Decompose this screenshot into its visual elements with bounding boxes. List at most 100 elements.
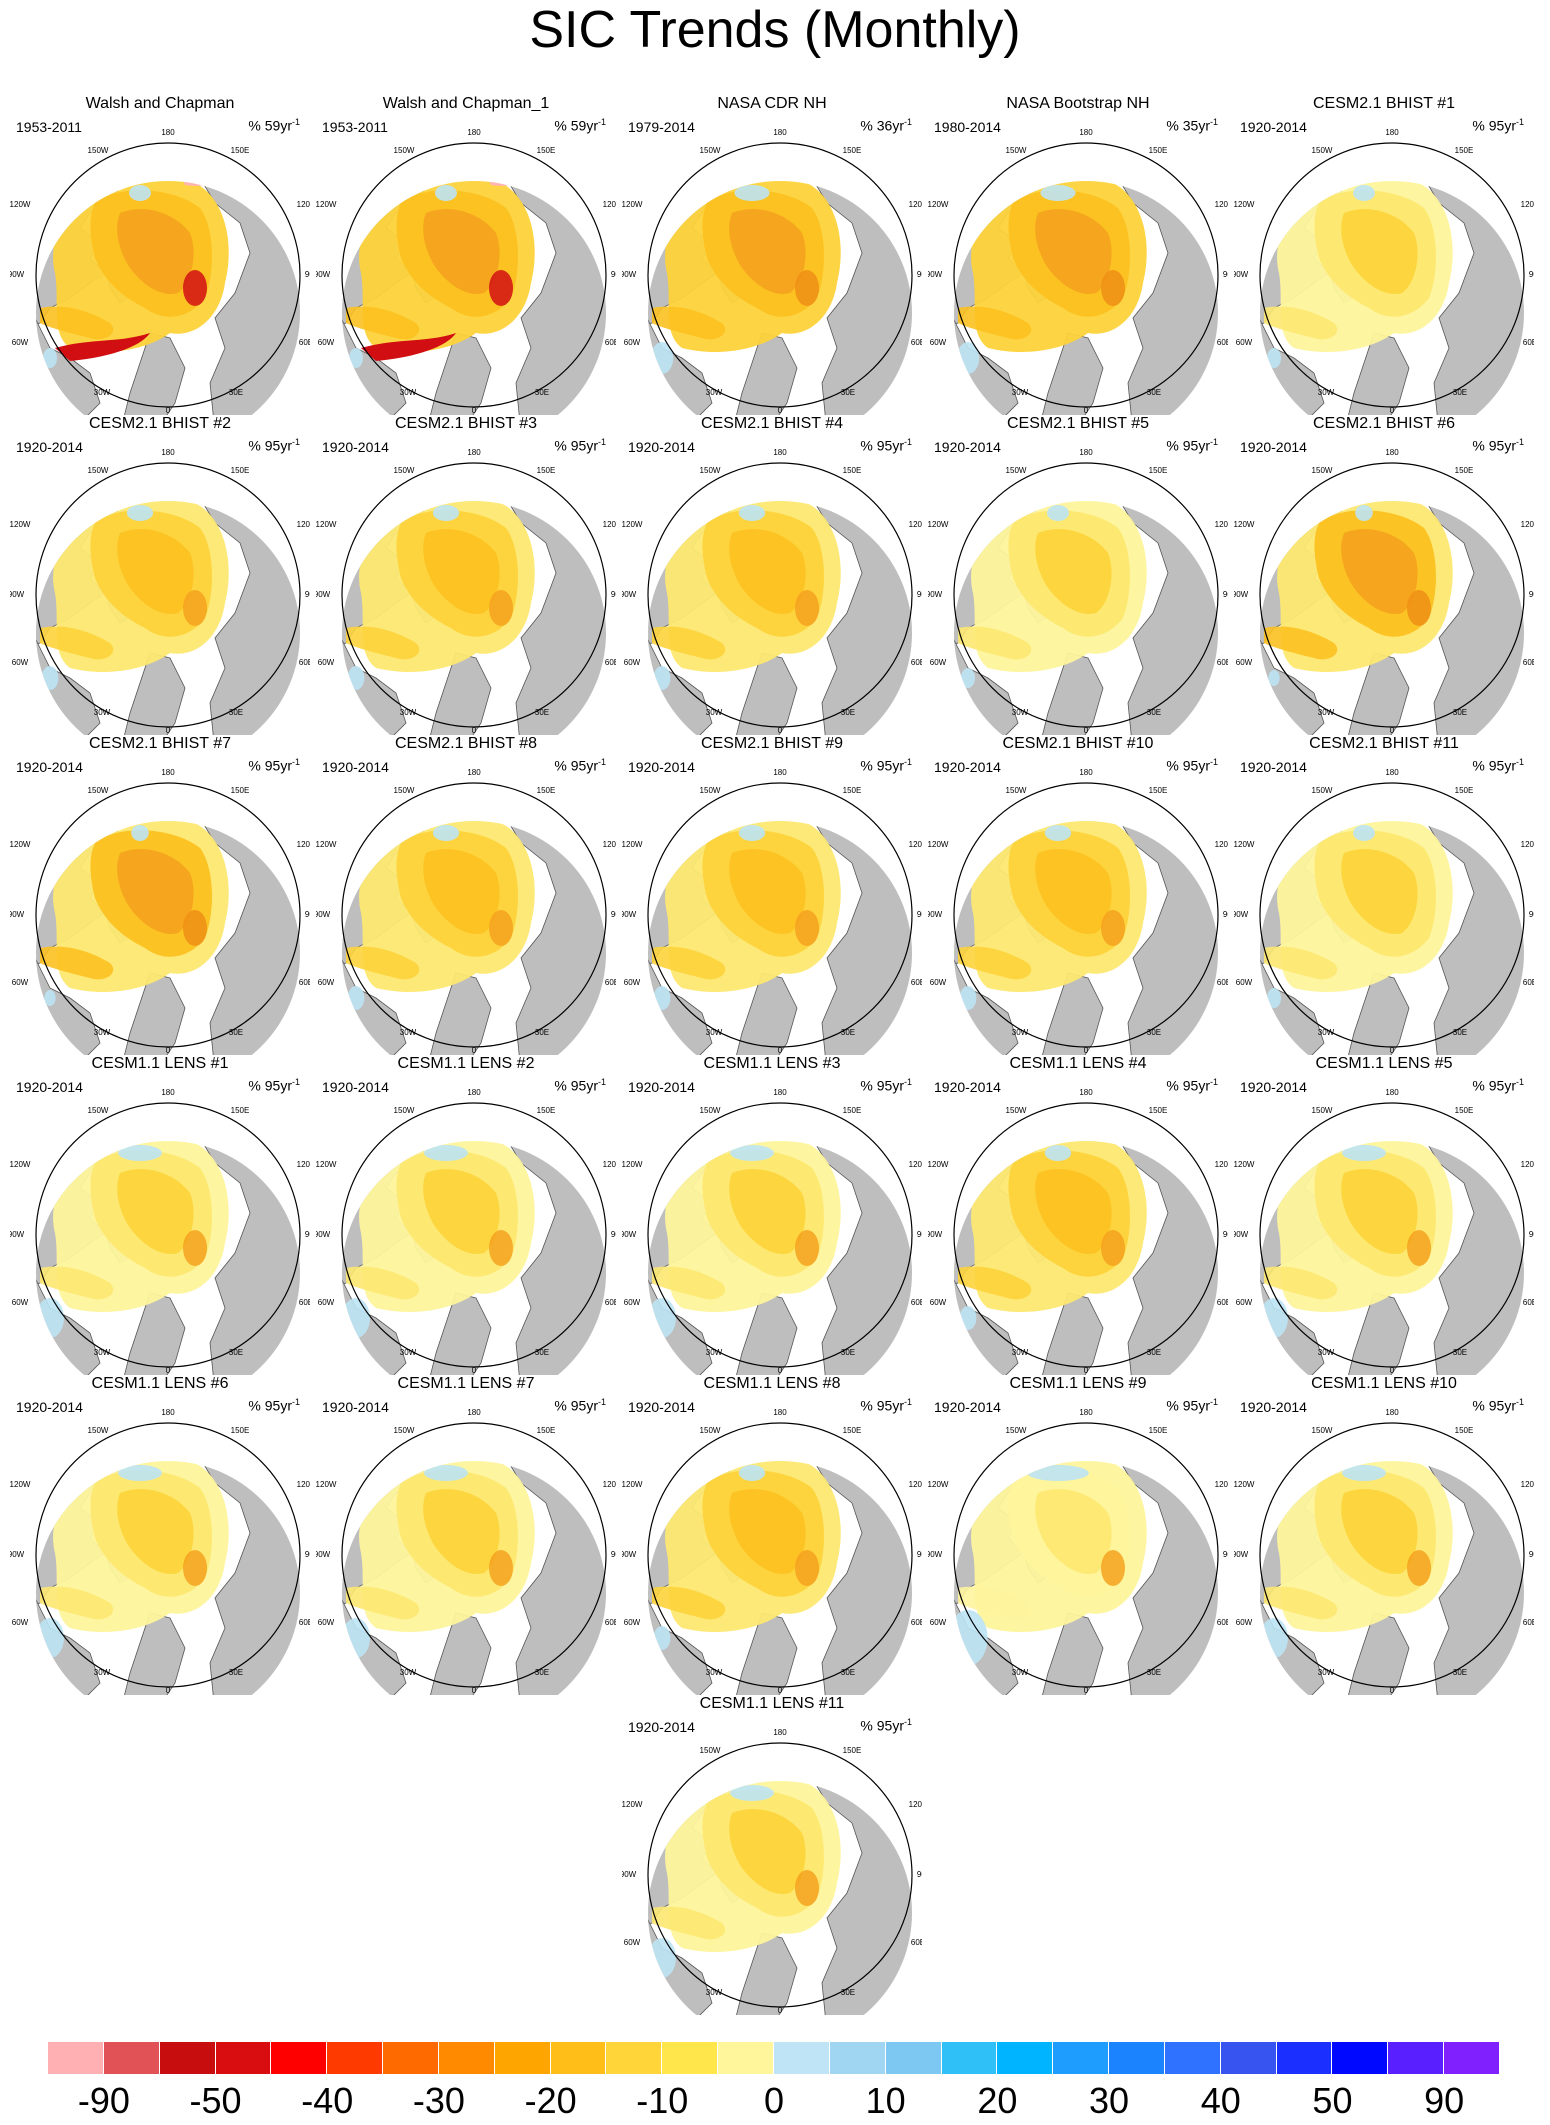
lon-label: 30E bbox=[229, 1668, 243, 1677]
panel-period: 1920-2014 bbox=[628, 1719, 695, 1735]
panel-period: 1920-2014 bbox=[16, 439, 83, 455]
lon-label: 180 bbox=[1079, 1088, 1093, 1097]
lon-label: 0 bbox=[778, 1366, 783, 1375]
map-panel: 180 150W 150E 120W 120E 90W 90E 60W 60E 30W 30E 0 CE… bbox=[316, 415, 616, 735]
lon-label: 90W bbox=[622, 590, 637, 599]
panel-period: 1920-2014 bbox=[16, 1079, 83, 1095]
lon-label: 30E bbox=[841, 1028, 855, 1037]
colorbar-box bbox=[1053, 2042, 1110, 2074]
panel-period: 1953-2011 bbox=[322, 119, 388, 135]
lon-label: 0 bbox=[1084, 726, 1089, 735]
lon-label: 30W bbox=[94, 388, 111, 397]
lon-label: 60E bbox=[911, 978, 922, 987]
panel-period: 1920-2014 bbox=[628, 759, 695, 775]
lon-label: 30W bbox=[400, 1028, 417, 1037]
lon-label: 30W bbox=[1012, 708, 1029, 717]
lon-label: 150E bbox=[537, 146, 556, 155]
lon-label: 90E bbox=[917, 590, 922, 599]
lon-label: 90E bbox=[917, 270, 922, 279]
lon-label: 90W bbox=[10, 910, 25, 919]
lon-label: 150W bbox=[1312, 1426, 1333, 1435]
lon-label: 120E bbox=[297, 1160, 310, 1169]
colorbar-tick-label: 20 bbox=[977, 2080, 1018, 2121]
lon-label: 30E bbox=[535, 708, 549, 717]
panel-title: NASA CDR NH bbox=[717, 95, 827, 112]
panel-period: 1920-2014 bbox=[322, 1399, 389, 1415]
lon-label: 30E bbox=[1147, 1028, 1161, 1037]
lon-label: 180 bbox=[1385, 1408, 1399, 1417]
lon-label: 150W bbox=[88, 146, 109, 155]
lon-label: 30E bbox=[229, 1028, 243, 1037]
lon-label: 120W bbox=[928, 840, 949, 849]
lon-label: 30W bbox=[94, 1348, 111, 1357]
lon-label: 60W bbox=[930, 1298, 947, 1307]
lon-label: 120E bbox=[1521, 1160, 1534, 1169]
lon-label: 60W bbox=[624, 978, 641, 987]
lon-label: 120E bbox=[1521, 840, 1534, 849]
lon-label: 90E bbox=[1223, 590, 1228, 599]
panel-rate: % 95yr-1 bbox=[1472, 757, 1524, 774]
lon-label: 120E bbox=[1215, 1160, 1228, 1169]
lon-label: 30E bbox=[841, 1988, 855, 1997]
colorbar-tick-label: -40 bbox=[301, 2080, 354, 2121]
lon-label: 150E bbox=[231, 1426, 250, 1435]
colorbar-box bbox=[941, 2042, 998, 2074]
lon-label: 30E bbox=[229, 708, 243, 717]
lon-label: 90W bbox=[10, 1550, 25, 1559]
panel-period: 1980-2014 bbox=[934, 119, 1001, 135]
lon-label: 150E bbox=[1149, 146, 1168, 155]
lon-label: 150W bbox=[88, 1106, 109, 1115]
lon-label: 120E bbox=[603, 1160, 616, 1169]
polar-map: 180 150W 150E 120W 120E 90W 90E 60W 60E 30W 30E 0 bbox=[928, 448, 1228, 735]
colorbar-box bbox=[1164, 2042, 1221, 2074]
panel-rate: % 95yr-1 bbox=[860, 757, 912, 774]
lon-label: 30E bbox=[1453, 388, 1467, 397]
lon-label: 120W bbox=[10, 520, 31, 529]
lon-label: 60E bbox=[1217, 978, 1228, 987]
panel-rate: % 95yr-1 bbox=[1166, 757, 1218, 774]
panel-rate: % 95yr-1 bbox=[1166, 1397, 1218, 1414]
lon-label: 0 bbox=[1390, 726, 1395, 735]
colorbar-box bbox=[215, 2042, 272, 2074]
polar-map: 180 150W 150E 120W 120E 90W 90E 60W 60E 30W 30E 0 bbox=[622, 128, 922, 415]
map-panel: 180 150W 150E 120W 120E 90W 90E 60W 60E 30W 30E 0 CE… bbox=[622, 1695, 922, 2015]
map-panel: 180 150W 150E 120W 120E 90W 90E 60W 60E 30W 30E 0 CE… bbox=[10, 1055, 310, 1375]
lon-label: 120E bbox=[297, 840, 310, 849]
lon-label: 60W bbox=[1236, 978, 1253, 987]
lon-label: 180 bbox=[161, 768, 175, 777]
lon-label: 180 bbox=[467, 1088, 481, 1097]
lon-label: 180 bbox=[161, 448, 175, 457]
lon-label: 60E bbox=[1523, 1618, 1534, 1627]
lon-label: 30E bbox=[1147, 1348, 1161, 1357]
lon-label: 30E bbox=[229, 388, 243, 397]
lon-label: 150E bbox=[1149, 1106, 1168, 1115]
panel-period: 1920-2014 bbox=[934, 1079, 1001, 1095]
lon-label: 150W bbox=[1312, 1106, 1333, 1115]
lon-label: 90E bbox=[305, 270, 310, 279]
lon-label: 90E bbox=[1223, 1550, 1228, 1559]
lon-label: 30E bbox=[535, 1348, 549, 1357]
panel-rate: % 35yr-1 bbox=[1166, 117, 1218, 134]
lon-label: 120W bbox=[622, 520, 643, 529]
colorbar-box bbox=[103, 2042, 160, 2074]
lon-label: 150W bbox=[394, 786, 415, 795]
lon-label: 60W bbox=[318, 1618, 335, 1627]
lon-label: 150E bbox=[231, 466, 250, 475]
lon-label: 120E bbox=[909, 1800, 922, 1809]
lon-label: 150E bbox=[843, 146, 862, 155]
lon-label: 60W bbox=[12, 978, 29, 987]
polar-map: 180 150W 150E 120W 120E 90W 90E 60W 60E 30W 30E 0 bbox=[1234, 1408, 1534, 1695]
lon-label: 90E bbox=[611, 270, 616, 279]
lon-label: 60W bbox=[12, 1298, 29, 1307]
lon-label: 150W bbox=[394, 466, 415, 475]
map-panel: 180 150W 150E 120W 120E 90W 90E 60W 60E 30W 30E 0 CE… bbox=[622, 1375, 922, 1695]
colorbar-tick-label: 30 bbox=[1089, 2080, 1130, 2121]
panel-period: 1920-2014 bbox=[628, 1399, 695, 1415]
map-panel: 180 150W 150E 120W 120E 90W 90E 60W 60E 30W 30E 0 NA… bbox=[622, 95, 922, 415]
colorbar-tick-label: 50 bbox=[1312, 2080, 1353, 2121]
panel-title: CESM1.1 LENS #4 bbox=[1009, 1055, 1147, 1072]
lon-label: 30W bbox=[94, 1668, 111, 1677]
lon-label: 150E bbox=[1149, 1426, 1168, 1435]
lon-label: 30E bbox=[1453, 1668, 1467, 1677]
lon-label: 30W bbox=[1012, 1348, 1029, 1357]
